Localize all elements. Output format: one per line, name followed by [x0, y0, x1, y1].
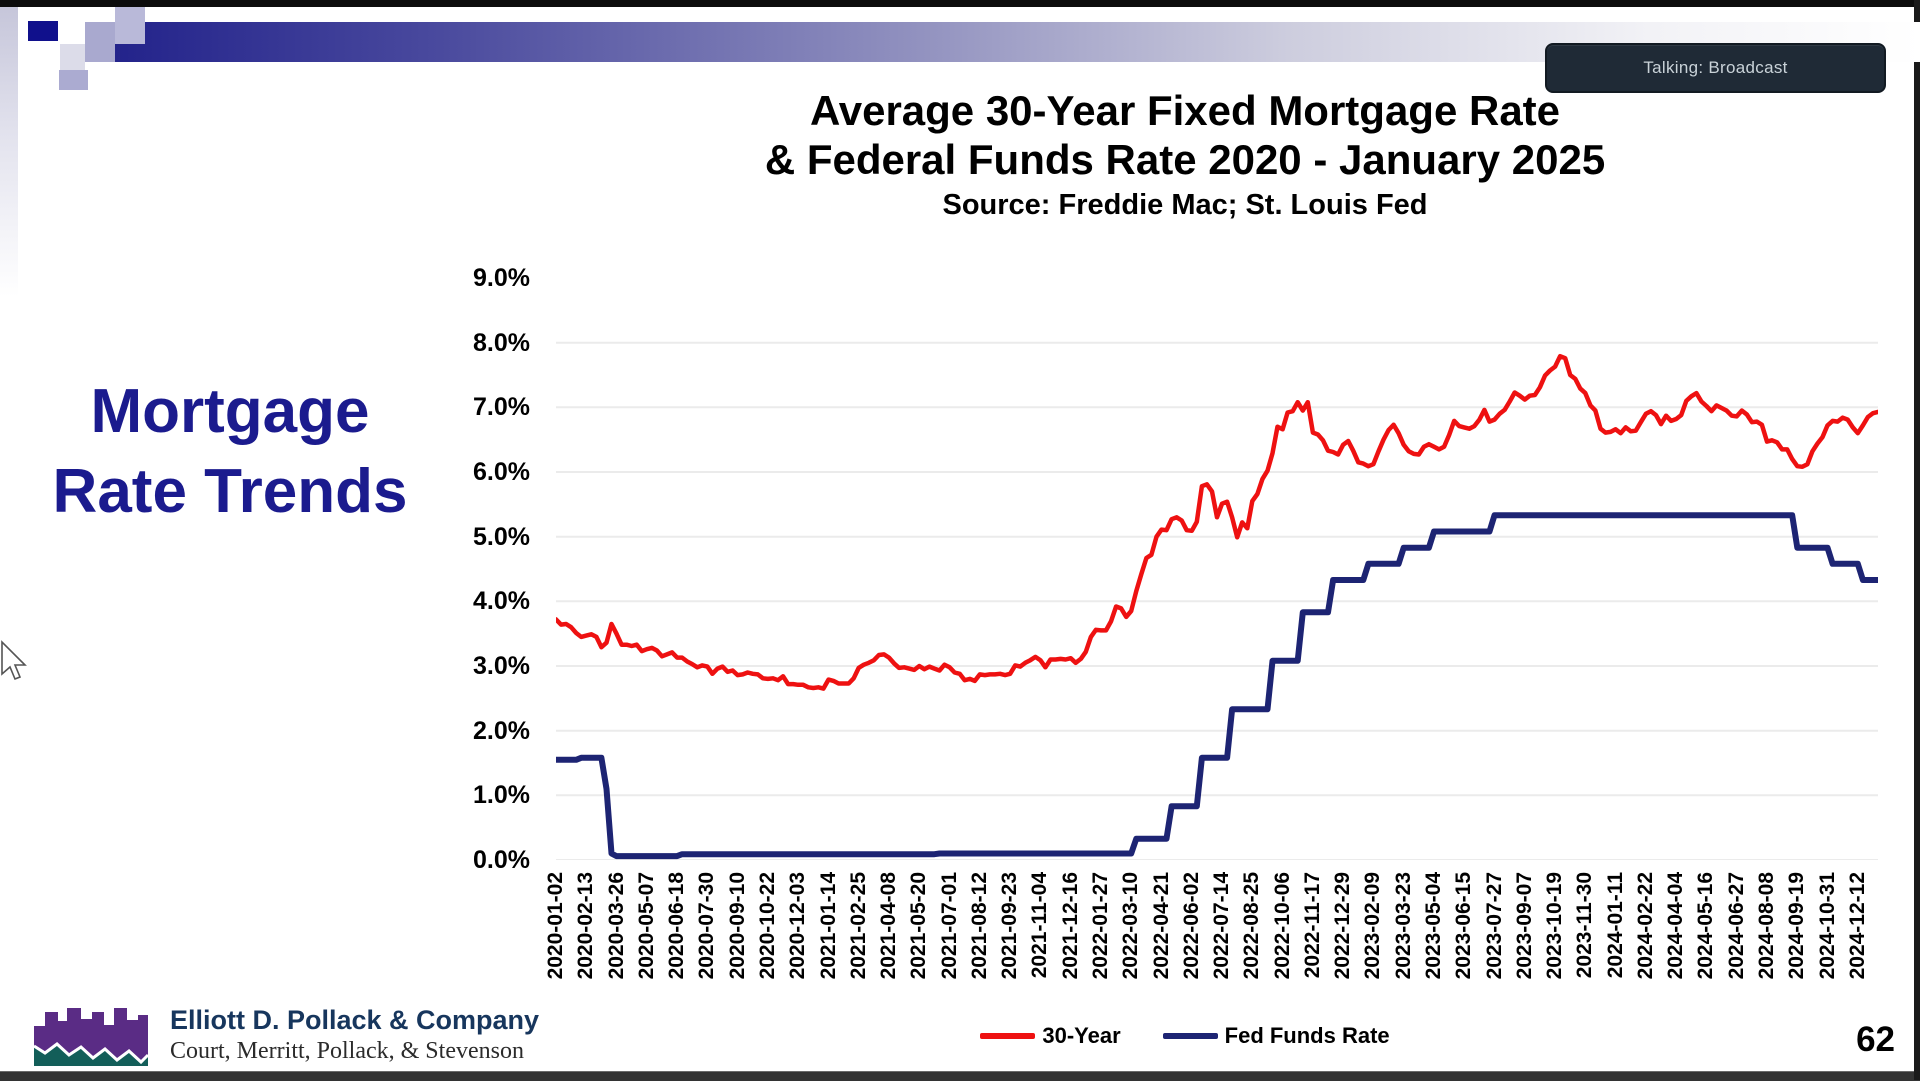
legend-item: Fed Funds Rate [1162, 1023, 1390, 1049]
y-axis-tick-label: 4.0% [473, 587, 530, 616]
x-axis-tick-label: 2021-12-16 [1058, 872, 1082, 980]
x-axis-tick-label: 2024-12-12 [1845, 872, 1869, 980]
company-logo-text: Elliott D. Pollack & Company Court, Merr… [170, 1004, 690, 1066]
x-axis-tick-label: 2020-02-13 [574, 872, 598, 980]
x-axis-tick-label: 2023-06-15 [1452, 872, 1476, 980]
y-axis-tick-label: 6.0% [473, 458, 530, 486]
x-axis-tick-label: 2020-10-22 [755, 872, 779, 980]
screen-right-edge [1914, 0, 1920, 1080]
chart-plot-svg [556, 341, 1878, 860]
y-axis-tick-label: 0.0% [473, 846, 530, 874]
x-axis-tick-label: 2020-07-30 [695, 872, 719, 980]
x-axis-tick-label: 2021-08-12 [967, 872, 991, 980]
x-axis-tick-label: 2021-04-08 [877, 872, 900, 980]
side-title-line-1: Mortgage [90, 377, 370, 446]
decor-square [59, 70, 88, 90]
x-axis-tick-label: 2022-06-02 [1179, 872, 1203, 980]
x-axis-tick-label: 2024-02-22 [1633, 872, 1657, 980]
y-axis-tick-label: 9.0% [473, 264, 530, 292]
company-logo-icon [33, 1008, 150, 1066]
x-axis-tick-label: 2020-09-10 [725, 872, 749, 980]
x-axis-tick-label: 2024-08-08 [1755, 872, 1778, 980]
x-axis-labels: 2020-01-02 2020-02-13 2020-03-26 2020-05-07… [544, 278, 1896, 1018]
legend-label: Fed Funds Rate [1224, 1023, 1390, 1048]
x-axis-tick-label: 2024-05-16 [1694, 872, 1718, 980]
x-axis-tick-label: 2023-07-27 [1482, 872, 1506, 980]
status-badge-label: Talking: Broadcast [1643, 58, 1788, 77]
chart-title-line-1: Average 30-Year Fixed Mortgage Rate [809, 87, 1561, 134]
y-axis-tick-label: 5.0% [473, 522, 530, 551]
mouse-cursor-icon [1, 640, 27, 681]
x-axis-tick-label: 2021-11-04 [1028, 872, 1052, 979]
x-axis-tick-label: 2022-11-17 [1300, 872, 1324, 979]
x-axis-tick-label: 2020-12-03 [786, 872, 810, 980]
x-axis-tick-label: 2023-02-09 [1361, 872, 1385, 980]
x-axis-tick-label: 2022-03-10 [1119, 872, 1143, 980]
x-axis-tick-label: 2022-01-27 [1088, 872, 1112, 980]
x-axis-tick-label: 2023-05-04 [1422, 872, 1445, 980]
x-axis-tick-label: 2022-07-14 [1210, 872, 1233, 980]
x-axis-tick-label: 2020-03-26 [604, 872, 628, 980]
chart-title-line-2: & Federal Funds Rate 2020 - January 2025 [764, 136, 1606, 183]
legend-swatch [980, 1033, 1036, 1039]
side-title-line-2: Rate Trends [52, 457, 408, 526]
x-axis-tick-label: 2021-05-20 [907, 872, 931, 980]
company-partners: Court, Merritt, Pollack, & Stevenson [170, 1038, 524, 1064]
screen-bottom-edge [0, 1071, 1920, 1081]
company-name: Elliott D. Pollack & Company [170, 1005, 540, 1035]
legend-swatch [1162, 1033, 1218, 1039]
legend-label: 30-Year [1042, 1023, 1121, 1048]
decor-square [60, 44, 85, 70]
x-axis-tick-label: 2022-04-21 [1149, 872, 1173, 980]
decor-left-strip [0, 7, 18, 297]
y-axis-tick-label: 7.0% [473, 393, 530, 422]
x-axis-tick-label: 2020-06-18 [665, 872, 689, 980]
x-axis-tick-label: 2024-10-31 [1815, 872, 1839, 980]
x-axis-tick-label: 2021-07-01 [937, 872, 961, 980]
decor-square [115, 7, 145, 44]
x-axis-tick-label: 2021-02-25 [846, 872, 870, 980]
chart-source-subtitle: Source: Freddie Mac; St. Louis Fed [942, 189, 1428, 221]
screen-top-edge [0, 0, 1920, 7]
x-axis-tick-label: 2022-12-29 [1331, 872, 1355, 980]
x-axis-tick-label: 2020-05-07 [634, 872, 658, 980]
decor-square [85, 22, 115, 62]
x-axis-tick-label: 2024-06-27 [1724, 872, 1748, 980]
legend-item: 30-Year [980, 1023, 1121, 1049]
slide-page-number: 62 [1856, 1020, 1895, 1059]
x-axis-tick-label: 2023-09-07 [1512, 872, 1536, 980]
x-axis-tick-label: 2021-09-23 [998, 872, 1022, 980]
x-axis-tick-label: 2024-04-04 [1664, 872, 1688, 980]
x-axis-tick-label: 2022-10-06 [1270, 872, 1294, 980]
x-axis-tick-label: 2024-01-11 [1603, 872, 1627, 979]
x-axis-tick-label: 2021-01-14 [816, 872, 840, 980]
y-axis-tick-label: 3.0% [473, 652, 530, 680]
x-axis-tick-label: 2023-03-23 [1391, 872, 1415, 980]
status-badge: Talking: Broadcast [1545, 43, 1886, 93]
x-axis-tick-label: 2022-08-25 [1240, 872, 1264, 980]
series-line-30-year [556, 353, 1878, 691]
x-axis-tick-label: 2020-01-02 [544, 872, 567, 980]
decor-square [28, 21, 58, 41]
chart-legend: 30-Year Fed Funds Rate [460, 1014, 1910, 1058]
y-axis-tick-label: 2.0% [473, 716, 530, 745]
slide-side-title: Mortgage Rate Trends [10, 372, 450, 532]
x-axis-tick-label: 2023-10-19 [1543, 872, 1567, 980]
x-axis-tick-label: 2023-11-30 [1573, 872, 1597, 979]
y-axis-tick-label: 8.0% [473, 328, 530, 357]
y-axis-tick-label: 1.0% [473, 781, 530, 810]
chart-title-block: Average 30-Year Fixed Mortgage Rate & Fe… [460, 86, 1910, 226]
y-axis-labels: 9.0% 8.0% 7.0% 6.0% 5.0% 4.0% 3.0% 2.0% 1.0% 0.0% [420, 264, 540, 874]
x-axis-tick-label: 2024-09-19 [1785, 872, 1809, 980]
series-line-fed-funds-rate [556, 512, 1878, 860]
